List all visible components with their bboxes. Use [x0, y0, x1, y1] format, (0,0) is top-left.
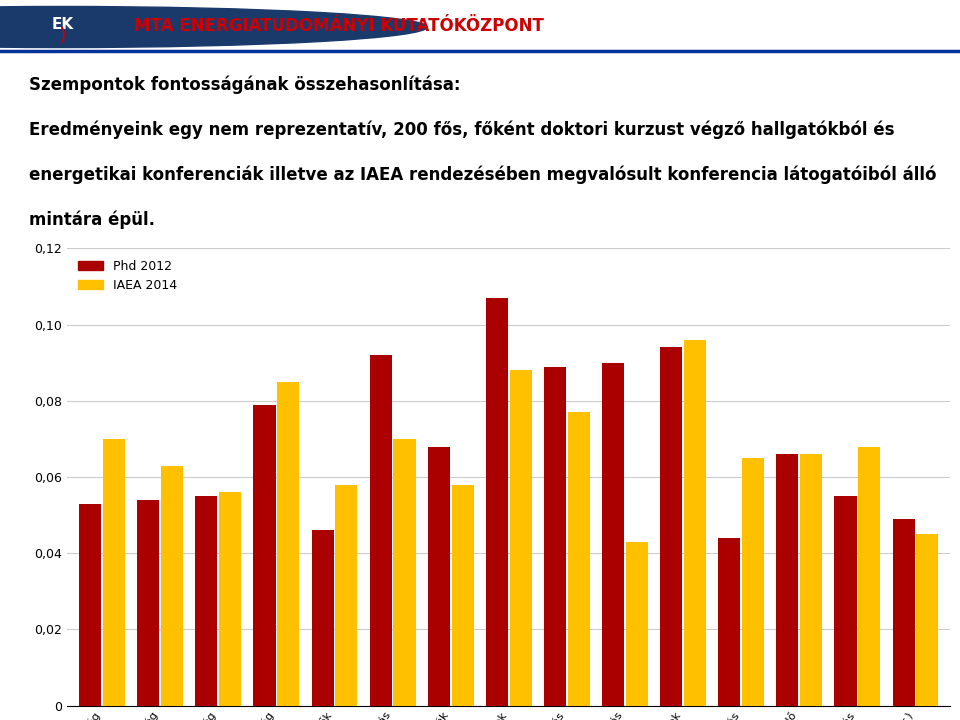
Bar [834, 496, 856, 706]
Bar [567, 413, 589, 706]
Bar [277, 382, 300, 706]
Bar [394, 439, 416, 706]
Bar [312, 531, 334, 706]
Bar [660, 348, 683, 706]
Bar [137, 500, 159, 706]
Bar [335, 485, 357, 706]
Bar [370, 355, 392, 706]
Bar [858, 446, 880, 706]
Bar [777, 454, 799, 706]
Bar [253, 405, 276, 706]
Bar [451, 485, 473, 706]
Bar [195, 496, 217, 706]
Legend: Phd 2012, IAEA 2014: Phd 2012, IAEA 2014 [74, 255, 182, 297]
Bar [510, 370, 532, 706]
Text: Eredményeink egy nem reprezentatív, 200 fős, főként doktori kurzust végző hallga: Eredményeink egy nem reprezentatív, 200 … [29, 120, 895, 139]
Text: energetikai konferenciák illetve az IAEA rendezésében megvalósult konferencia lá: energetikai konferenciák illetve az IAEA… [29, 166, 936, 184]
Circle shape [0, 6, 427, 48]
Bar [544, 366, 566, 706]
Bar [626, 541, 648, 706]
Bar [161, 466, 183, 706]
Bar [684, 340, 706, 706]
Text: MTA ENERGIATUDOMÁNYI KUTATÓKÖZPONT: MTA ENERGIATUDOMÁNYI KUTATÓKÖZPONT [134, 17, 544, 35]
Bar [103, 439, 125, 706]
Bar [893, 519, 915, 706]
Bar [219, 492, 241, 706]
Text: EK: EK [51, 17, 74, 32]
Bar [718, 538, 740, 706]
Text: ): ) [59, 26, 66, 45]
Bar [742, 458, 764, 706]
Bar [602, 363, 624, 706]
Bar [801, 454, 823, 706]
Bar [428, 446, 450, 706]
Text: mintára épül.: mintára épül. [29, 210, 155, 229]
Bar [917, 534, 939, 706]
Text: Szempontok fontosságának összehasonlítása:: Szempontok fontosságának összehasonlítás… [29, 76, 460, 94]
Bar [486, 298, 508, 706]
Bar [79, 504, 101, 706]
